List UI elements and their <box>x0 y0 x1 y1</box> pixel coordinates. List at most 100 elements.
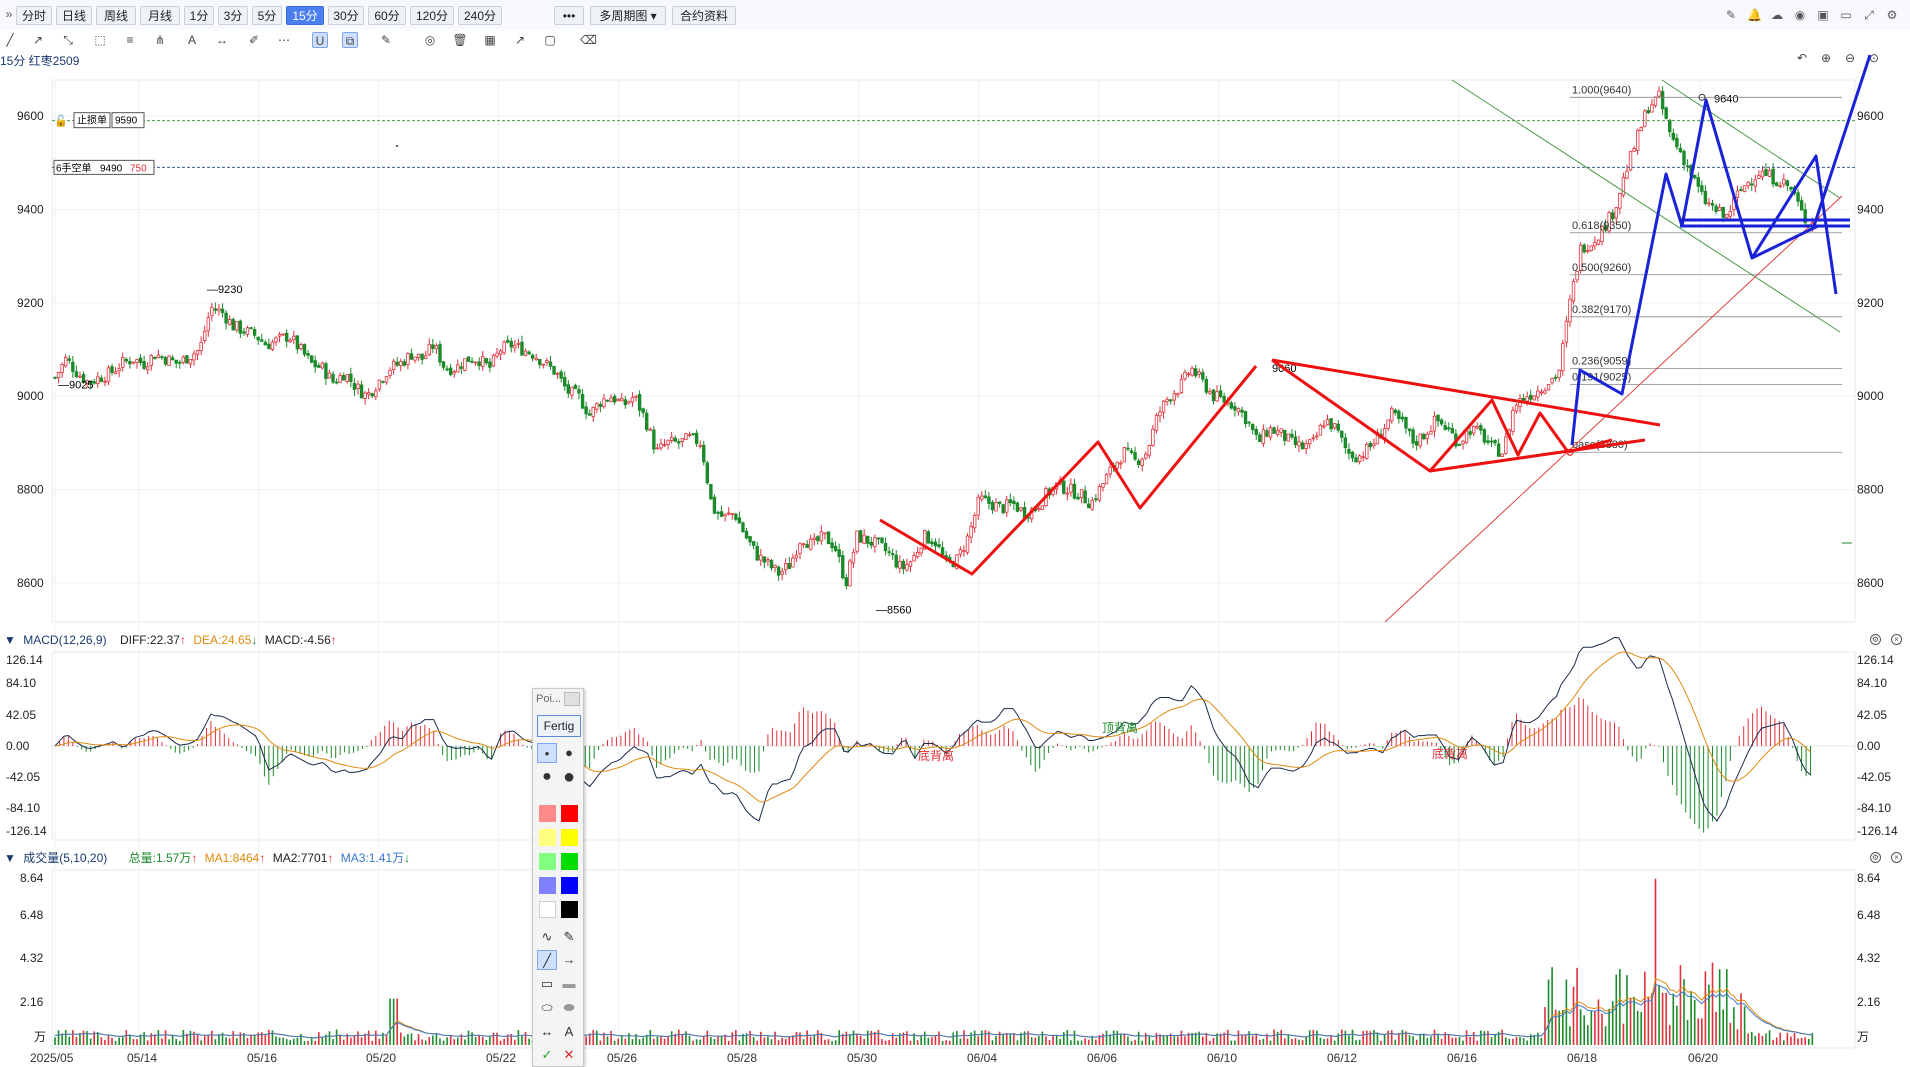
color-swatch-1[interactable] <box>561 805 578 822</box>
candle-body <box>131 361 136 364</box>
lock-drawings-icon[interactable]: ⧉ <box>342 32 358 48</box>
zoom-out-icon[interactable]: ⊖ <box>1844 51 1856 65</box>
segment-icon[interactable]: ⤡ <box>63 33 73 47</box>
save-icon[interactable]: ▣ <box>1817 8 1829 22</box>
x-axis-date: 2025/05 <box>30 1051 74 1065</box>
line-icon[interactable]: ╱ <box>6 33 14 47</box>
text-tool-icon[interactable]: A <box>564 1024 574 1039</box>
rectangle-tool-icon[interactable]: ▭ <box>540 976 554 991</box>
candle-body <box>851 551 856 564</box>
period-button-8[interactable]: 30分 <box>328 6 364 25</box>
measure-icon[interactable]: ↔ <box>216 33 228 47</box>
medium-dot-icon[interactable]: ● <box>565 745 573 760</box>
color-swatch-3[interactable] <box>561 829 578 846</box>
drawing-palette: Poi... Fertig • ● ● ● ∿ ✎ ╱ → ▭ ▬ ⬭ ⬬ ↔ … <box>532 688 584 1067</box>
palette-close-button[interactable] <box>564 692 580 706</box>
measure-tool-icon[interactable]: ↔ <box>540 1024 554 1039</box>
candle-body <box>873 537 877 548</box>
period-button-5[interactable]: 3分 <box>218 6 248 25</box>
candle-body <box>648 428 652 431</box>
arrow-tool-icon[interactable]: → <box>562 952 576 967</box>
small-dot-icon[interactable]: • <box>537 743 557 763</box>
monitor-icon[interactable]: ▭ <box>1840 8 1852 22</box>
color-swatch-2[interactable] <box>539 829 556 846</box>
curve-tool-icon[interactable]: ∿ <box>541 929 553 944</box>
brush-icon[interactable]: ✐ <box>248 33 260 47</box>
color-swatch-7[interactable] <box>561 877 578 894</box>
color-swatch-5[interactable] <box>561 853 578 870</box>
candle-body <box>1600 226 1604 242</box>
large-dot-icon[interactable]: ● <box>542 768 552 785</box>
fullscreen-icon[interactable]: ⤢ <box>1864 8 1874 22</box>
filled-ellipse-tool-icon[interactable]: ⬬ <box>563 1000 575 1015</box>
share-icon[interactable]: ↗ <box>514 33 526 47</box>
more-icon[interactable]: ⋯ <box>278 33 290 47</box>
color-swatch-6[interactable] <box>539 877 556 894</box>
reset-zoom-icon[interactable]: ⊙ <box>1868 51 1880 65</box>
price-tick-right: 9400 <box>1857 202 1884 216</box>
candle-body <box>1215 391 1219 402</box>
grid-icon[interactable]: ▦ <box>484 33 496 47</box>
cancel-icon[interactable]: ✕ <box>563 1047 575 1062</box>
line-tool-icon[interactable]: ╱ <box>537 950 557 970</box>
text-icon[interactable]: A <box>187 33 196 47</box>
pitchfork-icon[interactable]: ⋔ <box>154 33 166 47</box>
candle-body <box>1539 391 1544 394</box>
eraser-icon[interactable]: ⌫ <box>580 33 597 47</box>
period-button-2[interactable]: 周线 <box>96 6 136 25</box>
period-button-4[interactable]: 1分 <box>184 6 214 25</box>
eye-icon[interactable]: ◎ <box>424 33 436 47</box>
magnet-icon[interactable]: U <box>312 32 328 48</box>
camera-icon[interactable]: ◉ <box>1794 8 1806 22</box>
candle-body <box>645 412 649 431</box>
settings-icon[interactable]: ⚙ <box>1886 8 1898 22</box>
period-button-9[interactable]: 60分 <box>368 6 406 25</box>
macd-settings-icon[interactable]: ⚙ <box>1870 634 1881 645</box>
cloud-icon[interactable]: ☁ <box>1771 8 1783 22</box>
undo-icon[interactable]: ↶ <box>1796 51 1808 65</box>
candle-body <box>1785 180 1790 186</box>
period-button-11[interactable]: 240分 <box>458 6 502 25</box>
fibonacci-icon[interactable]: ≡ <box>126 33 134 47</box>
candle-body <box>1789 186 1793 190</box>
period-button-0[interactable]: 分时 <box>16 6 52 25</box>
ellipse-tool-icon[interactable]: ⬭ <box>541 1000 553 1015</box>
period-button-7[interactable]: 15分 <box>286 6 324 25</box>
macd-close-icon[interactable]: × <box>1891 634 1902 645</box>
period-button-10[interactable]: 120分 <box>410 6 454 25</box>
zoom-in-icon[interactable]: ⊕ <box>1820 51 1832 65</box>
pencil-tool-icon[interactable]: ✎ <box>563 929 575 944</box>
filled-rectangle-tool-icon[interactable]: ▬ <box>562 976 576 991</box>
confirm-icon[interactable]: ✓ <box>541 1047 553 1062</box>
collapse-macd-icon[interactable]: ▼ <box>4 633 16 647</box>
candle-body <box>769 560 774 569</box>
more-periods-button[interactable]: ••• <box>554 6 584 25</box>
color-swatch-8[interactable] <box>539 901 556 918</box>
bell-icon[interactable]: 🔔 <box>1747 8 1762 22</box>
candle-body <box>816 536 820 542</box>
candle-body <box>206 317 210 332</box>
comment-icon[interactable]: ▢ <box>544 33 556 47</box>
pen-icon[interactable]: ✎ <box>1725 8 1737 22</box>
candle-body <box>74 371 79 378</box>
expand-icon[interactable]: » <box>5 7 13 21</box>
color-swatch-0[interactable] <box>539 805 556 822</box>
volume-settings-icon[interactable]: ⚙ <box>1870 852 1881 863</box>
palette-done-button[interactable]: Fertig <box>537 715 581 737</box>
color-swatch-4[interactable] <box>539 853 556 870</box>
candle-body <box>1682 150 1686 166</box>
period-button-6[interactable]: 5分 <box>252 6 282 25</box>
multi-period-dropdown[interactable]: 多周期图 ▾ <box>590 6 666 25</box>
collapse-volume-icon[interactable]: ▼ <box>4 851 16 865</box>
volume-close-icon[interactable]: × <box>1891 852 1902 863</box>
transform-icon[interactable]: ⬚ <box>94 33 106 47</box>
delete-icon[interactable]: 🗑 <box>452 33 468 47</box>
period-button-1[interactable]: 日线 <box>56 6 92 25</box>
ray-icon[interactable]: ↗ <box>32 33 44 47</box>
period-button-3[interactable]: 月线 <box>140 6 180 25</box>
edit-icon[interactable]: ✎ <box>380 33 392 47</box>
contract-info-button[interactable]: 合约资料 <box>672 6 736 25</box>
xlarge-dot-icon[interactable]: ● <box>562 766 576 788</box>
color-swatch-9[interactable] <box>561 901 578 918</box>
